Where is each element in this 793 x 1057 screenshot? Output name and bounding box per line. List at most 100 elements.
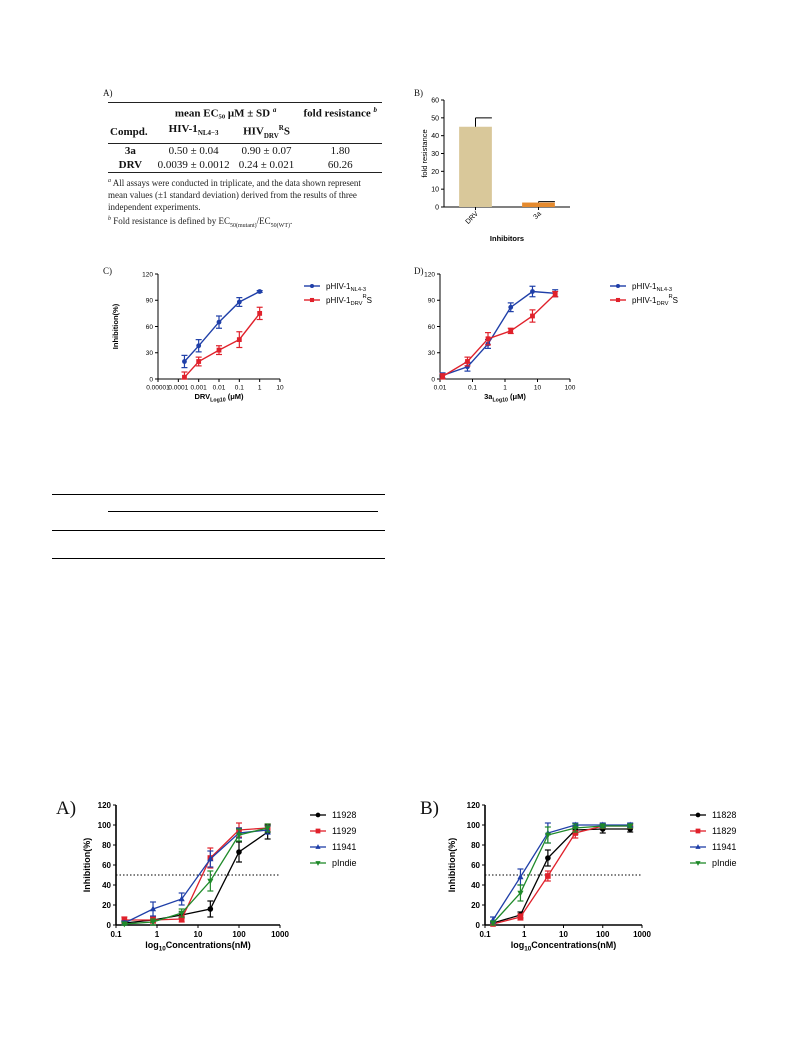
series-1: [439, 290, 559, 380]
legend-marker: [309, 283, 315, 289]
data-point: [182, 374, 187, 380]
x-tick-label: DRV: [465, 210, 481, 226]
table-header-fold: fold resistance b: [298, 101, 382, 121]
legend-marker: [315, 861, 321, 866]
legend-label: 11941: [712, 842, 736, 852]
data-point: [216, 347, 222, 353]
y-tick-label: 20: [102, 901, 111, 910]
x-tick-label: 10: [534, 385, 542, 392]
data-point: [207, 878, 214, 885]
data-point: [236, 337, 242, 343]
data-point: [178, 910, 185, 917]
data-point: [182, 359, 187, 364]
x-tick-label: 0.1: [479, 930, 491, 939]
data-point: [196, 359, 202, 364]
y-tick-label: 40: [431, 133, 439, 140]
legend-label: 11929: [332, 826, 356, 836]
data-point: [216, 319, 222, 325]
y-axis-title: fold resistance: [420, 129, 429, 177]
legend-label: pIndie: [332, 858, 357, 868]
x-tick-label: 0.0001: [168, 385, 188, 392]
data-point: [544, 832, 551, 839]
data-point: [121, 921, 128, 928]
series-line: [124, 829, 268, 924]
data-point: [572, 830, 579, 836]
x-tick-label: 1: [258, 385, 262, 392]
data-point: [235, 832, 243, 839]
table-col-fold: [298, 120, 382, 144]
y-tick-label: 100: [98, 821, 112, 830]
panel-label-a: A): [103, 88, 113, 98]
legend-marker: [315, 828, 321, 834]
series-line: [492, 824, 631, 921]
x-tick-label: 0.00001: [146, 385, 170, 392]
isolate-inhibition-chart-a: 0 20 40 60 80 100 120 0.1 1 10 100 1000 Inhibition(%…: [82, 801, 357, 953]
series-line: [124, 831, 269, 924]
series-0: [121, 824, 271, 926]
legend-marker: [695, 861, 701, 866]
y-axis-title: Inhibition(%): [82, 838, 92, 892]
y-tick-label: 90: [146, 298, 154, 305]
x-axis-title: 3aLog10 (μM): [484, 392, 526, 403]
rule-top: [52, 494, 385, 495]
y-tick-label: 30: [428, 350, 436, 357]
rule-bottom: [52, 558, 385, 559]
y-tick-label: 60: [428, 324, 436, 331]
3a-inhibition-chart: 03060901200.010.1110100Inhibition(%)3aLo…: [424, 271, 678, 403]
data-point: [599, 823, 606, 830]
data-point: [545, 855, 551, 861]
data-point: [257, 310, 263, 316]
table-cell-drv: 0.24 ± 0.021: [234, 157, 299, 173]
y-tick-label: 80: [471, 841, 480, 850]
series-1: [181, 306, 263, 380]
series-0: [439, 285, 559, 379]
table-cell-drv: 0.90 ± 0.07: [241, 144, 292, 157]
y-tick-label: 40: [102, 881, 111, 890]
series-line: [183, 312, 261, 378]
y-tick-label: 80: [102, 841, 111, 850]
series-line: [492, 825, 631, 924]
series-line: [183, 290, 261, 362]
data-point: [517, 914, 524, 920]
data-point: [545, 873, 551, 879]
y-tick-label: 40: [471, 881, 480, 890]
data-point: [178, 895, 185, 902]
table-row: DRV 0.0039 ± 0.0012 0.24 ± 0.021 60.26: [108, 157, 382, 173]
legend-marker: [695, 828, 701, 834]
y-tick-label: 120: [98, 801, 112, 810]
series-3: [489, 823, 634, 927]
data-point: [627, 823, 634, 830]
table-footnotes: a All assays were conducted in triplicat…: [108, 175, 382, 232]
series-2: [489, 821, 634, 924]
legend-marker: [615, 297, 621, 303]
y-tick-label: 0: [435, 205, 439, 212]
panel-label-d: D): [414, 266, 424, 276]
footnote-a: a All assays were conducted in triplicat…: [108, 177, 361, 212]
rule-mid: [52, 530, 385, 531]
data-point: [517, 890, 524, 897]
data-point: [207, 906, 214, 912]
data-point: [508, 304, 514, 310]
y-tick-label: 50: [431, 115, 439, 122]
series-line: [442, 293, 556, 378]
isolate-inhibition-chart-b: 0 20 40 60 80 100 120 0.1 1 10 100 1000 Inhibition(%…: [447, 801, 737, 953]
legend-label: 11928: [332, 810, 356, 820]
y-tick-label: 0: [107, 921, 112, 930]
bar-drv: [459, 126, 492, 207]
data-point: [440, 373, 445, 379]
ec50-table: mean EC₅₀ μM ± SD a fold resistance b Co…: [108, 101, 382, 173]
table-cell-fold: 1.80: [330, 144, 350, 157]
y-tick-label: 20: [431, 169, 439, 176]
legend-marker: [615, 283, 621, 289]
data-point: [236, 849, 242, 855]
legend-label: pHIV-1DRVRS: [326, 294, 372, 307]
x-tick-label: 10: [276, 385, 284, 392]
x-axis-title: Inhibitors: [490, 234, 524, 243]
data-point: [485, 336, 491, 342]
legend-label: 11829: [712, 826, 736, 836]
x-tick-label: 0.001: [191, 385, 208, 392]
data-point: [508, 328, 514, 334]
table-cell-fold: 60.26: [298, 157, 382, 173]
series-2: [121, 825, 271, 926]
table-header-mean: mean EC₅₀ μM ± SD a: [152, 101, 299, 121]
